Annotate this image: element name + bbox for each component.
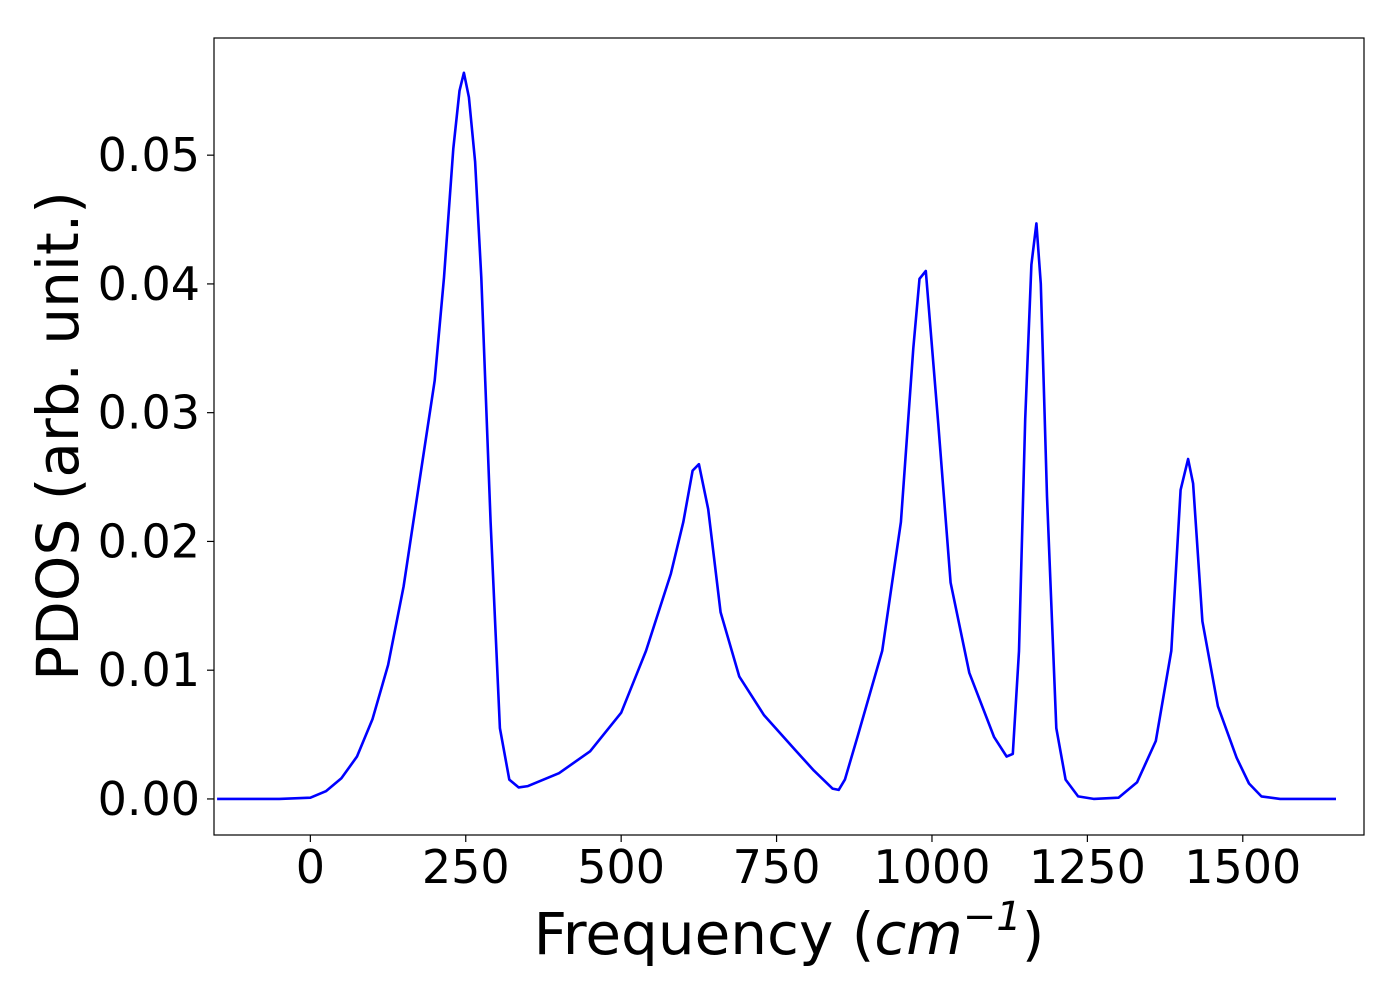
x-axis-label-suffix: ) bbox=[1022, 900, 1045, 968]
x-tick-label: 750 bbox=[733, 840, 821, 894]
x-axis-ticks: 0 250 500 750 1000 1250 1500 bbox=[296, 835, 1301, 894]
y-tick-label: 0.00 bbox=[98, 772, 200, 826]
x-tick-label: 1500 bbox=[1184, 840, 1301, 894]
y-axis-ticks: 0.00 0.01 0.02 0.03 0.04 0.05 bbox=[98, 128, 214, 826]
x-axis-label-prefix: Frequency ( bbox=[534, 900, 875, 968]
series-layer bbox=[217, 71, 1336, 801]
x-tick-label: 500 bbox=[577, 840, 665, 894]
series-line-pdos bbox=[217, 71, 1336, 801]
x-axis-label: Frequency (cm−1) bbox=[534, 894, 1045, 968]
y-tick-label: 0.04 bbox=[98, 257, 200, 311]
x-tick-label: 1000 bbox=[873, 840, 990, 894]
x-axis-label-unit: cm bbox=[874, 900, 962, 968]
y-tick-label: 0.02 bbox=[98, 514, 200, 568]
x-axis-label-unit-exponent: −1 bbox=[963, 894, 1022, 940]
y-axis-label: PDOS (arb. unit.) bbox=[24, 191, 92, 681]
y-tick-label: 0.05 bbox=[98, 128, 200, 182]
x-tick-label: 1250 bbox=[1029, 840, 1146, 894]
x-tick-label: 250 bbox=[422, 840, 510, 894]
y-tick-label: 0.03 bbox=[98, 386, 200, 440]
y-tick-label: 0.01 bbox=[98, 643, 200, 697]
x-tick-label: 0 bbox=[296, 840, 325, 894]
plot-area bbox=[213, 37, 1365, 836]
